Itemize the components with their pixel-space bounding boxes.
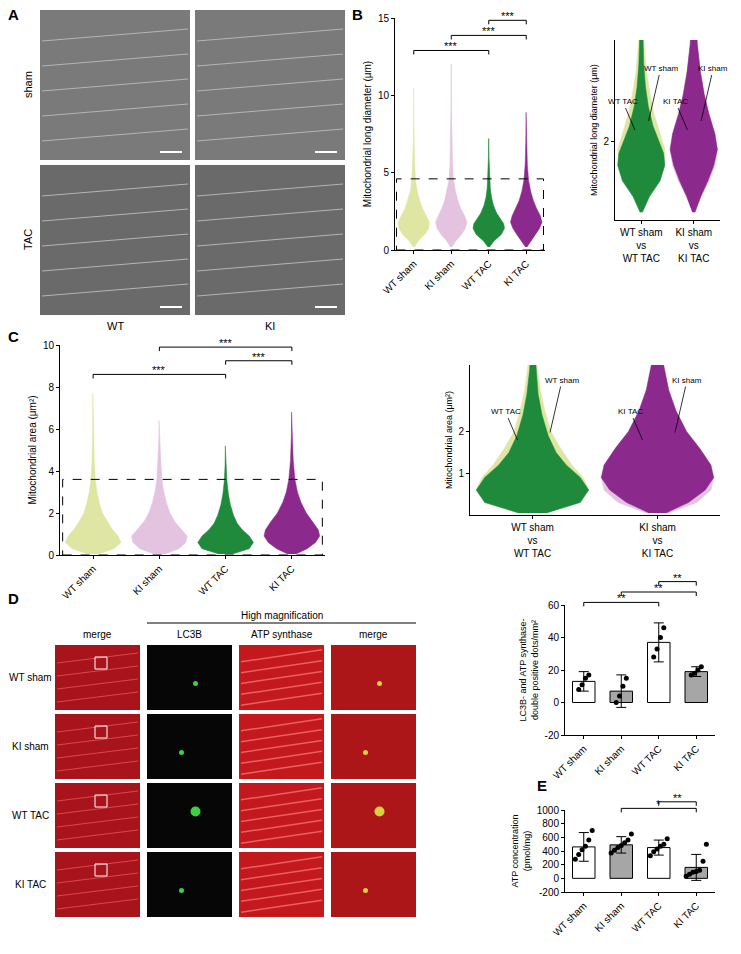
svg-text:Mitochondrial area (μm²): Mitochondrial area (μm²) [27,395,38,504]
svg-text:0: 0 [383,245,389,256]
svg-text:ATP synthase: ATP synthase [251,629,313,640]
svg-text:-200: -200 [539,887,559,898]
svg-text:5: 5 [383,167,389,178]
svg-text:WT sham: WT sham [644,64,678,73]
svg-text:WT shamvsWT TAC: WT shamvsWT TAC [620,227,663,264]
svg-text:E: E [537,777,547,794]
svg-text:WT TAC: WT TAC [491,407,521,416]
svg-text:Mitochondrial long diameter (μ: Mitochondrial long diameter (μm) [362,61,373,207]
svg-text:400: 400 [542,846,559,857]
svg-text:C: C [8,328,19,345]
svg-text:KI shamvsKI TAC: KI shamvsKI TAC [639,522,676,559]
svg-text:**: ** [673,572,682,584]
svg-text:***: *** [252,351,266,363]
svg-text:WT sham: WT sham [551,743,589,781]
svg-text:WT sham: WT sham [551,900,589,938]
svg-text:WT TAC: WT TAC [630,900,664,934]
svg-text:Mitochondrial long diameter (μ: Mitochondrial long diameter (μm) [589,64,599,196]
svg-text:***: *** [501,10,515,22]
svg-text:40: 40 [548,632,560,643]
svg-text:D: D [8,590,19,607]
svg-text:***: *** [444,40,458,52]
svg-text:KI sham: KI sham [592,743,626,777]
svg-text:A: A [8,6,19,23]
svg-text:LC3B: LC3B [177,629,202,640]
svg-text:TAC: TAC [22,229,34,250]
svg-text:WT TAC: WT TAC [12,810,49,821]
svg-text:KI sham: KI sham [672,376,702,385]
svg-text:1: 1 [458,468,464,479]
svg-text:WT TAC: WT TAC [630,743,664,777]
svg-text:*: * [656,798,661,810]
svg-text:600: 600 [542,832,559,843]
svg-text:KI sham: KI sham [422,258,456,292]
svg-text:WT TAC: WT TAC [196,563,230,597]
svg-text:KI sham: KI sham [12,741,49,752]
svg-text:20: 20 [548,665,560,676]
svg-text:merge: merge [359,629,388,640]
svg-text:1000: 1000 [537,805,560,816]
svg-text:800: 800 [542,818,559,829]
svg-text:WT shamvsWT TAC: WT shamvsWT TAC [511,522,554,559]
svg-text:WT TAC: WT TAC [460,258,494,292]
svg-text:WT sham: WT sham [9,672,52,683]
svg-text:sham: sham [22,71,34,98]
svg-text:**: ** [654,582,663,594]
svg-text:LC3B- and ATP synthase-double: LC3B- and ATP synthase-double positive d… [518,618,540,721]
svg-text:4: 4 [48,466,54,477]
svg-text:6: 6 [48,424,54,435]
svg-text:2: 2 [603,136,609,147]
svg-text:2: 2 [458,426,464,437]
svg-text:60: 60 [548,600,560,611]
svg-text:KI TAC: KI TAC [267,563,297,593]
svg-text:200: 200 [542,859,559,870]
svg-text:0: 0 [553,697,559,708]
svg-text:KI sham: KI sham [698,64,728,73]
svg-text:WT sham: WT sham [60,563,98,601]
svg-text:High magnification: High magnification [241,610,323,621]
svg-text:Mitochondrial area (μm²): Mitochondrial area (μm²) [444,391,454,489]
svg-text:ATP concentration(pmol/mg): ATP concentration(pmol/mg) [510,814,532,887]
svg-text:KI TAC: KI TAC [663,97,688,106]
svg-text:***: *** [219,337,233,349]
svg-text:***: *** [482,25,496,37]
svg-text:KI TAC: KI TAC [618,407,643,416]
svg-text:10: 10 [378,90,390,101]
svg-text:***: *** [152,364,166,376]
svg-text:KI TAC: KI TAC [501,258,531,288]
svg-text:10: 10 [43,340,55,351]
svg-text:KI shamvsKI TAC: KI shamvsKI TAC [675,227,712,264]
svg-text:2: 2 [48,508,54,519]
svg-text:KI: KI [265,320,275,332]
svg-text:0: 0 [553,873,559,884]
svg-text:8: 8 [48,382,54,393]
svg-text:KI TAC: KI TAC [671,900,701,930]
svg-text:B: B [352,6,363,23]
svg-text:WT: WT [107,320,124,332]
svg-text:WT TAC: WT TAC [608,97,638,106]
svg-text:0: 0 [48,550,54,561]
svg-text:WT sham: WT sham [381,258,419,296]
svg-text:KI sham: KI sham [131,563,165,597]
svg-text:**: ** [617,592,626,604]
svg-text:-20: -20 [545,730,560,741]
svg-text:KI TAC: KI TAC [15,879,46,890]
svg-text:KI TAC: KI TAC [671,743,701,773]
svg-text:merge: merge [83,629,112,640]
svg-text:WT sham: WT sham [545,376,579,385]
svg-text:**: ** [673,792,682,804]
svg-text:KI sham: KI sham [592,900,626,934]
svg-text:15: 15 [378,13,390,24]
